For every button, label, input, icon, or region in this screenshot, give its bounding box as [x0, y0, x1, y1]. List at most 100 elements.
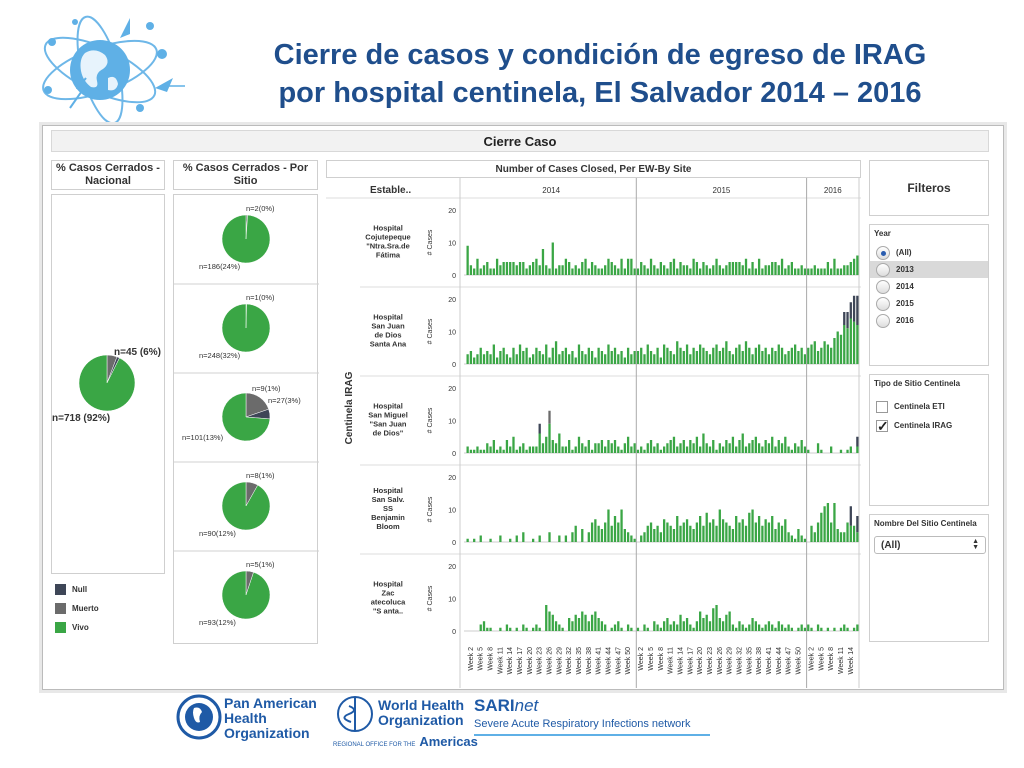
bar-vivo	[778, 345, 780, 365]
bar-vivo	[856, 447, 858, 454]
bar-vivo	[503, 348, 505, 364]
legend-item-muerto[interactable]: Muerto	[55, 603, 155, 614]
bar-vivo	[630, 354, 632, 364]
bar-vivo	[853, 526, 855, 542]
bar-vivo	[774, 262, 776, 275]
bar-vivo	[466, 539, 468, 542]
site-name-select[interactable]: (All) ▲ ▼	[874, 536, 986, 554]
bar-null	[856, 296, 858, 325]
bar-vivo	[794, 345, 796, 365]
site-type-option[interactable]: Centinela ETI	[870, 398, 988, 415]
bar-vivo	[643, 354, 645, 364]
bar-vivo	[489, 539, 491, 542]
bar-vivo	[597, 269, 599, 276]
national-pie-label: n=45 (6%)	[114, 347, 161, 358]
bar-vivo	[722, 269, 724, 276]
x-tick-label: Week 32	[736, 647, 743, 675]
bar-vivo	[653, 529, 655, 542]
x-tick-label: Week 47	[615, 647, 622, 675]
bar-vivo	[712, 265, 714, 275]
bar-vivo	[611, 443, 613, 453]
bar-vivo	[748, 513, 750, 542]
bar-vivo	[758, 625, 760, 632]
bar-vivo	[624, 358, 626, 365]
bar-vivo	[516, 450, 518, 453]
paho-line3: Organization	[224, 726, 317, 741]
national-pie-panel: n=45 (6%) n=718 (92%)	[51, 194, 165, 574]
year-option-2014[interactable]: 2014	[870, 278, 988, 295]
site-type-label: Tipo de Sitio Centinela	[870, 379, 988, 398]
bar-vivo	[689, 269, 691, 276]
bar-vivo	[591, 615, 593, 631]
site-name-label: San Miguel	[368, 411, 408, 420]
site-pie-label: n=8(1%)	[246, 471, 275, 480]
bar-vivo	[568, 354, 570, 364]
year-filter-label: Year	[870, 229, 988, 244]
bar-vivo	[578, 269, 580, 276]
bar-vivo	[548, 269, 550, 276]
who-name: World Health Organization	[378, 698, 464, 728]
bar-vivo	[781, 625, 783, 632]
year-option-label: 2014	[896, 282, 914, 291]
bar-vivo	[679, 526, 681, 542]
filters-title-box: Filteros	[869, 160, 989, 216]
bar-vivo	[640, 447, 642, 454]
bar-vivo	[820, 628, 822, 631]
bar-vivo	[846, 265, 848, 275]
bar-vivo	[706, 615, 708, 631]
bar-vivo	[738, 523, 740, 543]
bar-vivo	[751, 354, 753, 364]
bar-vivo	[647, 345, 649, 365]
bar-vivo	[617, 269, 619, 276]
bar-vivo	[532, 539, 534, 542]
y-tick-label: 20	[448, 208, 456, 215]
x-tick-label: Week 17	[687, 647, 694, 675]
site-header: % Casos Cerrados - Por Sitio	[174, 162, 317, 188]
bar-vivo	[692, 529, 694, 542]
bar-vivo	[728, 526, 730, 542]
bar-vivo	[607, 510, 609, 543]
x-tick-label: Week 8	[658, 647, 665, 671]
year-option-2016[interactable]: 2016	[870, 312, 988, 329]
bar-vivo	[637, 351, 639, 364]
bar-vivo	[791, 628, 793, 631]
bar-vivo	[561, 265, 563, 275]
legend-item-vivo[interactable]: Vivo	[55, 622, 155, 633]
bar-vivo	[473, 269, 475, 276]
bar-vivo	[738, 621, 740, 631]
bar-vivo	[679, 348, 681, 364]
legend-item-null[interactable]: Null	[55, 584, 155, 595]
site-type-option[interactable]: ✓ Centinela IRAG	[870, 417, 988, 434]
year-option-2015[interactable]: 2015	[870, 295, 988, 312]
year-option-all[interactable]: (All)	[870, 244, 988, 261]
year-option-label: (All)	[896, 248, 912, 257]
bar-vivo	[630, 447, 632, 454]
site-pie-1-slice-vivo	[222, 215, 270, 263]
bar-vivo	[529, 265, 531, 275]
bar-vivo	[670, 262, 672, 275]
bar-vivo	[742, 519, 744, 542]
site-type-option-label: Centinela ETI	[894, 402, 945, 411]
year-option-2013[interactable]: 2013	[870, 261, 988, 278]
radio-icon	[876, 263, 890, 277]
bar-vivo	[512, 437, 514, 453]
bar-vivo	[637, 269, 639, 276]
bar-vivo	[814, 341, 816, 364]
bar-vivo	[552, 348, 554, 364]
bar-vivo	[850, 526, 852, 542]
bar-vivo	[771, 437, 773, 453]
bar-vivo	[807, 269, 809, 276]
bar-vivo	[758, 516, 760, 542]
paho-emblem-icon	[176, 694, 222, 740]
bar-vivo	[755, 523, 757, 543]
site-pie-label: n=93(12%)	[199, 618, 236, 627]
bar-vivo	[617, 621, 619, 631]
national-pie-slice-vivo	[79, 355, 135, 411]
y-axis-label: # Cases	[427, 496, 434, 522]
bar-vivo	[820, 450, 822, 453]
bar-vivo	[840, 532, 842, 542]
bar-vivo	[653, 447, 655, 454]
x-tick-label: Week 2	[809, 647, 816, 671]
bar-vivo	[637, 628, 639, 631]
bar-vivo	[656, 526, 658, 542]
